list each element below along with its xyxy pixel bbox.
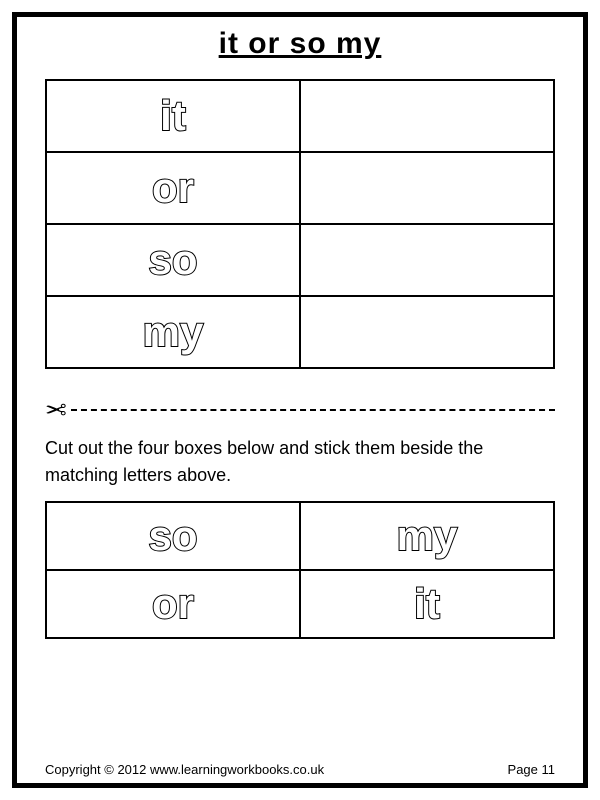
page-number: Page 11 <box>508 762 555 777</box>
sight-word: my <box>143 311 204 353</box>
cutout-cell: it <box>300 570 554 638</box>
scissors-icon: ✂ <box>45 397 67 423</box>
word-cell: it <box>46 80 300 152</box>
blank-cell <box>300 152 554 224</box>
page-frame: it or so my it or so my ✂ Cut out <box>12 12 588 788</box>
blank-cell <box>300 296 554 368</box>
cutout-cell: my <box>300 502 554 570</box>
sight-word: my <box>397 515 458 557</box>
table-row: so my <box>46 502 554 570</box>
page-title: it or so my <box>45 27 555 61</box>
blank-cell <box>300 224 554 296</box>
word-cell: or <box>46 152 300 224</box>
table-row: or it <box>46 570 554 638</box>
sight-word: or <box>152 583 194 625</box>
sight-word: it <box>160 95 186 137</box>
cutout-cell: so <box>46 502 300 570</box>
blank-cell <box>300 80 554 152</box>
cut-dash-line <box>71 409 555 411</box>
sight-word: it <box>414 583 440 625</box>
table-row: or <box>46 152 554 224</box>
word-cell: so <box>46 224 300 296</box>
page: it or so my it or so my ✂ Cut out <box>0 0 600 800</box>
page-footer: Copyright © 2012 www.learningworkbooks.c… <box>17 762 583 777</box>
cut-line: ✂ <box>45 397 555 423</box>
matching-table-top: it or so my <box>45 79 555 369</box>
cutout-table-bottom: so my or it <box>45 501 555 639</box>
sight-word: so <box>148 239 197 281</box>
copyright-text: Copyright © 2012 www.learningworkbooks.c… <box>45 762 324 777</box>
table-row: it <box>46 80 554 152</box>
sight-word: so <box>148 515 197 557</box>
word-cell: my <box>46 296 300 368</box>
table-row: so <box>46 224 554 296</box>
sight-word: or <box>152 167 194 209</box>
cutout-cell: or <box>46 570 300 638</box>
instructions-text: Cut out the four boxes below and stick t… <box>45 435 555 489</box>
table-row: my <box>46 296 554 368</box>
